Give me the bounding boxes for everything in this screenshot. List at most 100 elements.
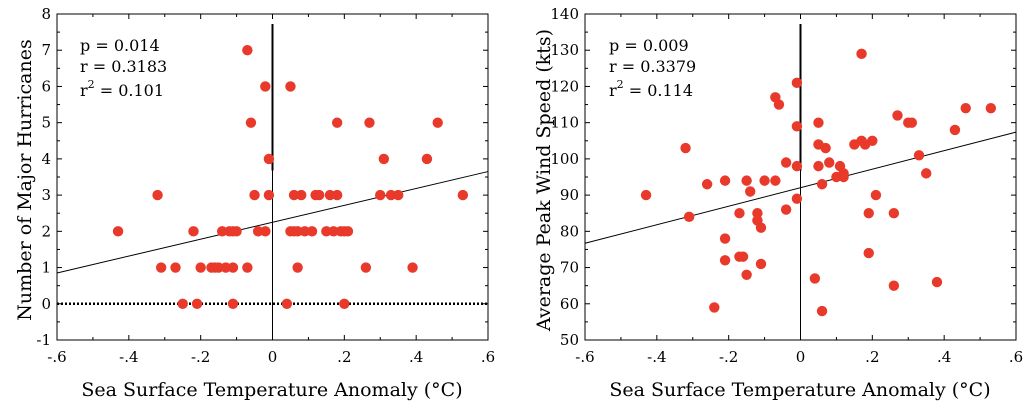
wind-speed-data-point bbox=[949, 124, 961, 136]
wind-speed-data-point bbox=[913, 150, 925, 161]
wind-speed-data-point bbox=[680, 142, 691, 154]
hurricanes-y-tick-label: 0 bbox=[41, 295, 51, 313]
hurricanes-data-point bbox=[296, 189, 307, 201]
hurricanes-data-point bbox=[112, 226, 124, 237]
hurricanes-data-point bbox=[299, 226, 311, 237]
wind-speed-data-point bbox=[791, 160, 803, 172]
hurricanes-data-point bbox=[421, 153, 433, 165]
hurricanes-data-point bbox=[191, 298, 203, 309]
wind-speed-stat-r2: r2 = 0.114 bbox=[609, 78, 693, 100]
hurricanes-x-tick-label: -.6 bbox=[47, 348, 66, 366]
wind-speed-data-point bbox=[906, 117, 918, 128]
wind-speed-y-tick-label: 140 bbox=[550, 5, 579, 23]
wind-speed-data-point bbox=[791, 121, 803, 132]
hurricanes-x-tick-label: 0 bbox=[268, 348, 278, 366]
wind-speed-data-point bbox=[719, 233, 731, 244]
wind-speed-data-point bbox=[888, 280, 900, 291]
hurricanes-x-tick-label: .6 bbox=[481, 348, 495, 366]
wind-speed-data-point bbox=[737, 251, 749, 262]
wind-speed-data-point bbox=[770, 175, 781, 186]
hurricanes-marks bbox=[56, 24, 489, 340]
hurricanes-data-point bbox=[245, 117, 257, 128]
hurricanes-y-tick-label: -1 bbox=[36, 331, 51, 349]
wind-speed-data-point bbox=[863, 208, 874, 219]
hurricanes-data-point bbox=[260, 226, 271, 237]
hurricanes-data-point bbox=[292, 262, 303, 273]
wind-speed-y-tick-label: 60 bbox=[560, 295, 579, 313]
hurricanes-data-point bbox=[407, 262, 418, 273]
hurricanes-stat-r2-value: = 0.101 bbox=[95, 81, 164, 100]
wind-speed-x-tick-label: .6 bbox=[1009, 348, 1023, 366]
hurricanes-data-point bbox=[188, 226, 199, 237]
wind-speed-marks bbox=[584, 24, 1017, 340]
hurricanes-data-point bbox=[306, 226, 318, 237]
hurricanes-data-point bbox=[195, 262, 206, 273]
wind-speed-y-tick-label: 70 bbox=[560, 259, 579, 277]
hurricanes-data-point bbox=[227, 298, 239, 309]
hurricanes-data-point bbox=[155, 262, 167, 273]
wind-speed-data-point bbox=[734, 208, 745, 219]
hurricanes-data-point bbox=[328, 226, 339, 237]
wind-speed-data-point bbox=[741, 269, 752, 280]
hurricanes-data-point bbox=[285, 81, 296, 92]
wind-speed-data-point bbox=[780, 204, 792, 215]
hurricanes-y-tick-label: 8 bbox=[41, 5, 51, 23]
hurricanes-data-point bbox=[331, 189, 343, 201]
hurricanes-y-tick-label: 4 bbox=[41, 150, 51, 168]
hurricanes-data-point bbox=[324, 189, 336, 201]
wind-speed-data-point bbox=[985, 102, 997, 114]
wind-speed-data-point bbox=[741, 175, 752, 186]
hurricanes-y-tick-label: 5 bbox=[41, 114, 51, 132]
wind-speed-data-point bbox=[888, 208, 900, 219]
hurricanes-data-point bbox=[227, 262, 239, 273]
hurricanes-data-point bbox=[263, 153, 275, 165]
hurricanes-x-tick-label: .4 bbox=[409, 348, 423, 366]
wind-speed-data-point bbox=[820, 142, 831, 154]
hurricanes-data-point bbox=[260, 81, 271, 92]
wind-speed-data-point bbox=[856, 48, 867, 60]
hurricanes-y-tick-label: 1 bbox=[41, 259, 51, 277]
wind-speed-x-tick-label: -.2 bbox=[719, 348, 738, 366]
wind-speed-x-tick-label: -.6 bbox=[575, 348, 594, 366]
hurricanes-data-point bbox=[152, 189, 163, 201]
hurricanes-data-point bbox=[249, 189, 260, 201]
wind-speed-data-point bbox=[791, 193, 803, 204]
wind-speed-data-point bbox=[870, 189, 882, 201]
hurricanes-y-tick-label: 7 bbox=[41, 41, 51, 59]
wind-speed-data-point bbox=[813, 117, 824, 128]
wind-speed-regression-line bbox=[584, 131, 1017, 244]
hurricanes-data-point bbox=[242, 45, 253, 56]
hurricanes-data-point bbox=[242, 262, 253, 273]
wind-speed-y-tick-label: 120 bbox=[550, 77, 579, 95]
wind-speed-data-point bbox=[960, 102, 971, 114]
wind-speed-y-tick-label: 130 bbox=[550, 41, 579, 59]
wind-speed-data-point bbox=[816, 305, 828, 317]
hurricanes-data-point bbox=[177, 298, 188, 309]
hurricanes-x-tick-label: .2 bbox=[337, 348, 351, 366]
wind-speed-data-point bbox=[816, 179, 828, 190]
wind-speed-x-tick-label: -.4 bbox=[647, 348, 666, 366]
wind-speed-y-axis-label: Average Peak Wind Speed (kts) bbox=[533, 29, 555, 332]
hurricanes-data-point bbox=[252, 226, 264, 237]
hurricanes-stat-r2: r2 = 0.101 bbox=[80, 78, 164, 100]
hurricanes-data-point bbox=[217, 226, 228, 237]
hurricanes-y-tick-label: 2 bbox=[41, 222, 51, 240]
wind-speed-data-point bbox=[780, 157, 792, 168]
wind-speed-data-point bbox=[719, 175, 731, 186]
hurricanes-regression-line bbox=[56, 171, 489, 274]
hurricanes-data-point bbox=[213, 262, 224, 273]
wind-speed-data-point bbox=[791, 77, 803, 89]
wind-speed-data-point bbox=[931, 276, 943, 288]
wind-speed-data-point bbox=[683, 211, 695, 223]
wind-speed-y-tick-label: 80 bbox=[560, 222, 579, 240]
wind-speed-y-tick-label: 50 bbox=[560, 331, 579, 349]
wind-speed-data-point bbox=[745, 186, 756, 197]
hurricanes-data-point bbox=[364, 117, 375, 128]
hurricanes-data-point bbox=[432, 117, 443, 128]
wind-speed-scatter-panel: -.6 -.4 -.2 0 .2 .4 .6 50 60 70 80 90 100 110 120 130 14… bbox=[533, 5, 1023, 401]
wind-speed-data-point bbox=[701, 179, 713, 190]
hurricanes-scatter-panel: -.6 -.4 -.2 0 .2 .4 .6 -1 0 1 2 3 4 5 6 7 8 p = 0.014 r … bbox=[14, 5, 495, 401]
wind-speed-data-point bbox=[719, 255, 731, 266]
hurricanes-data-point bbox=[339, 298, 350, 309]
